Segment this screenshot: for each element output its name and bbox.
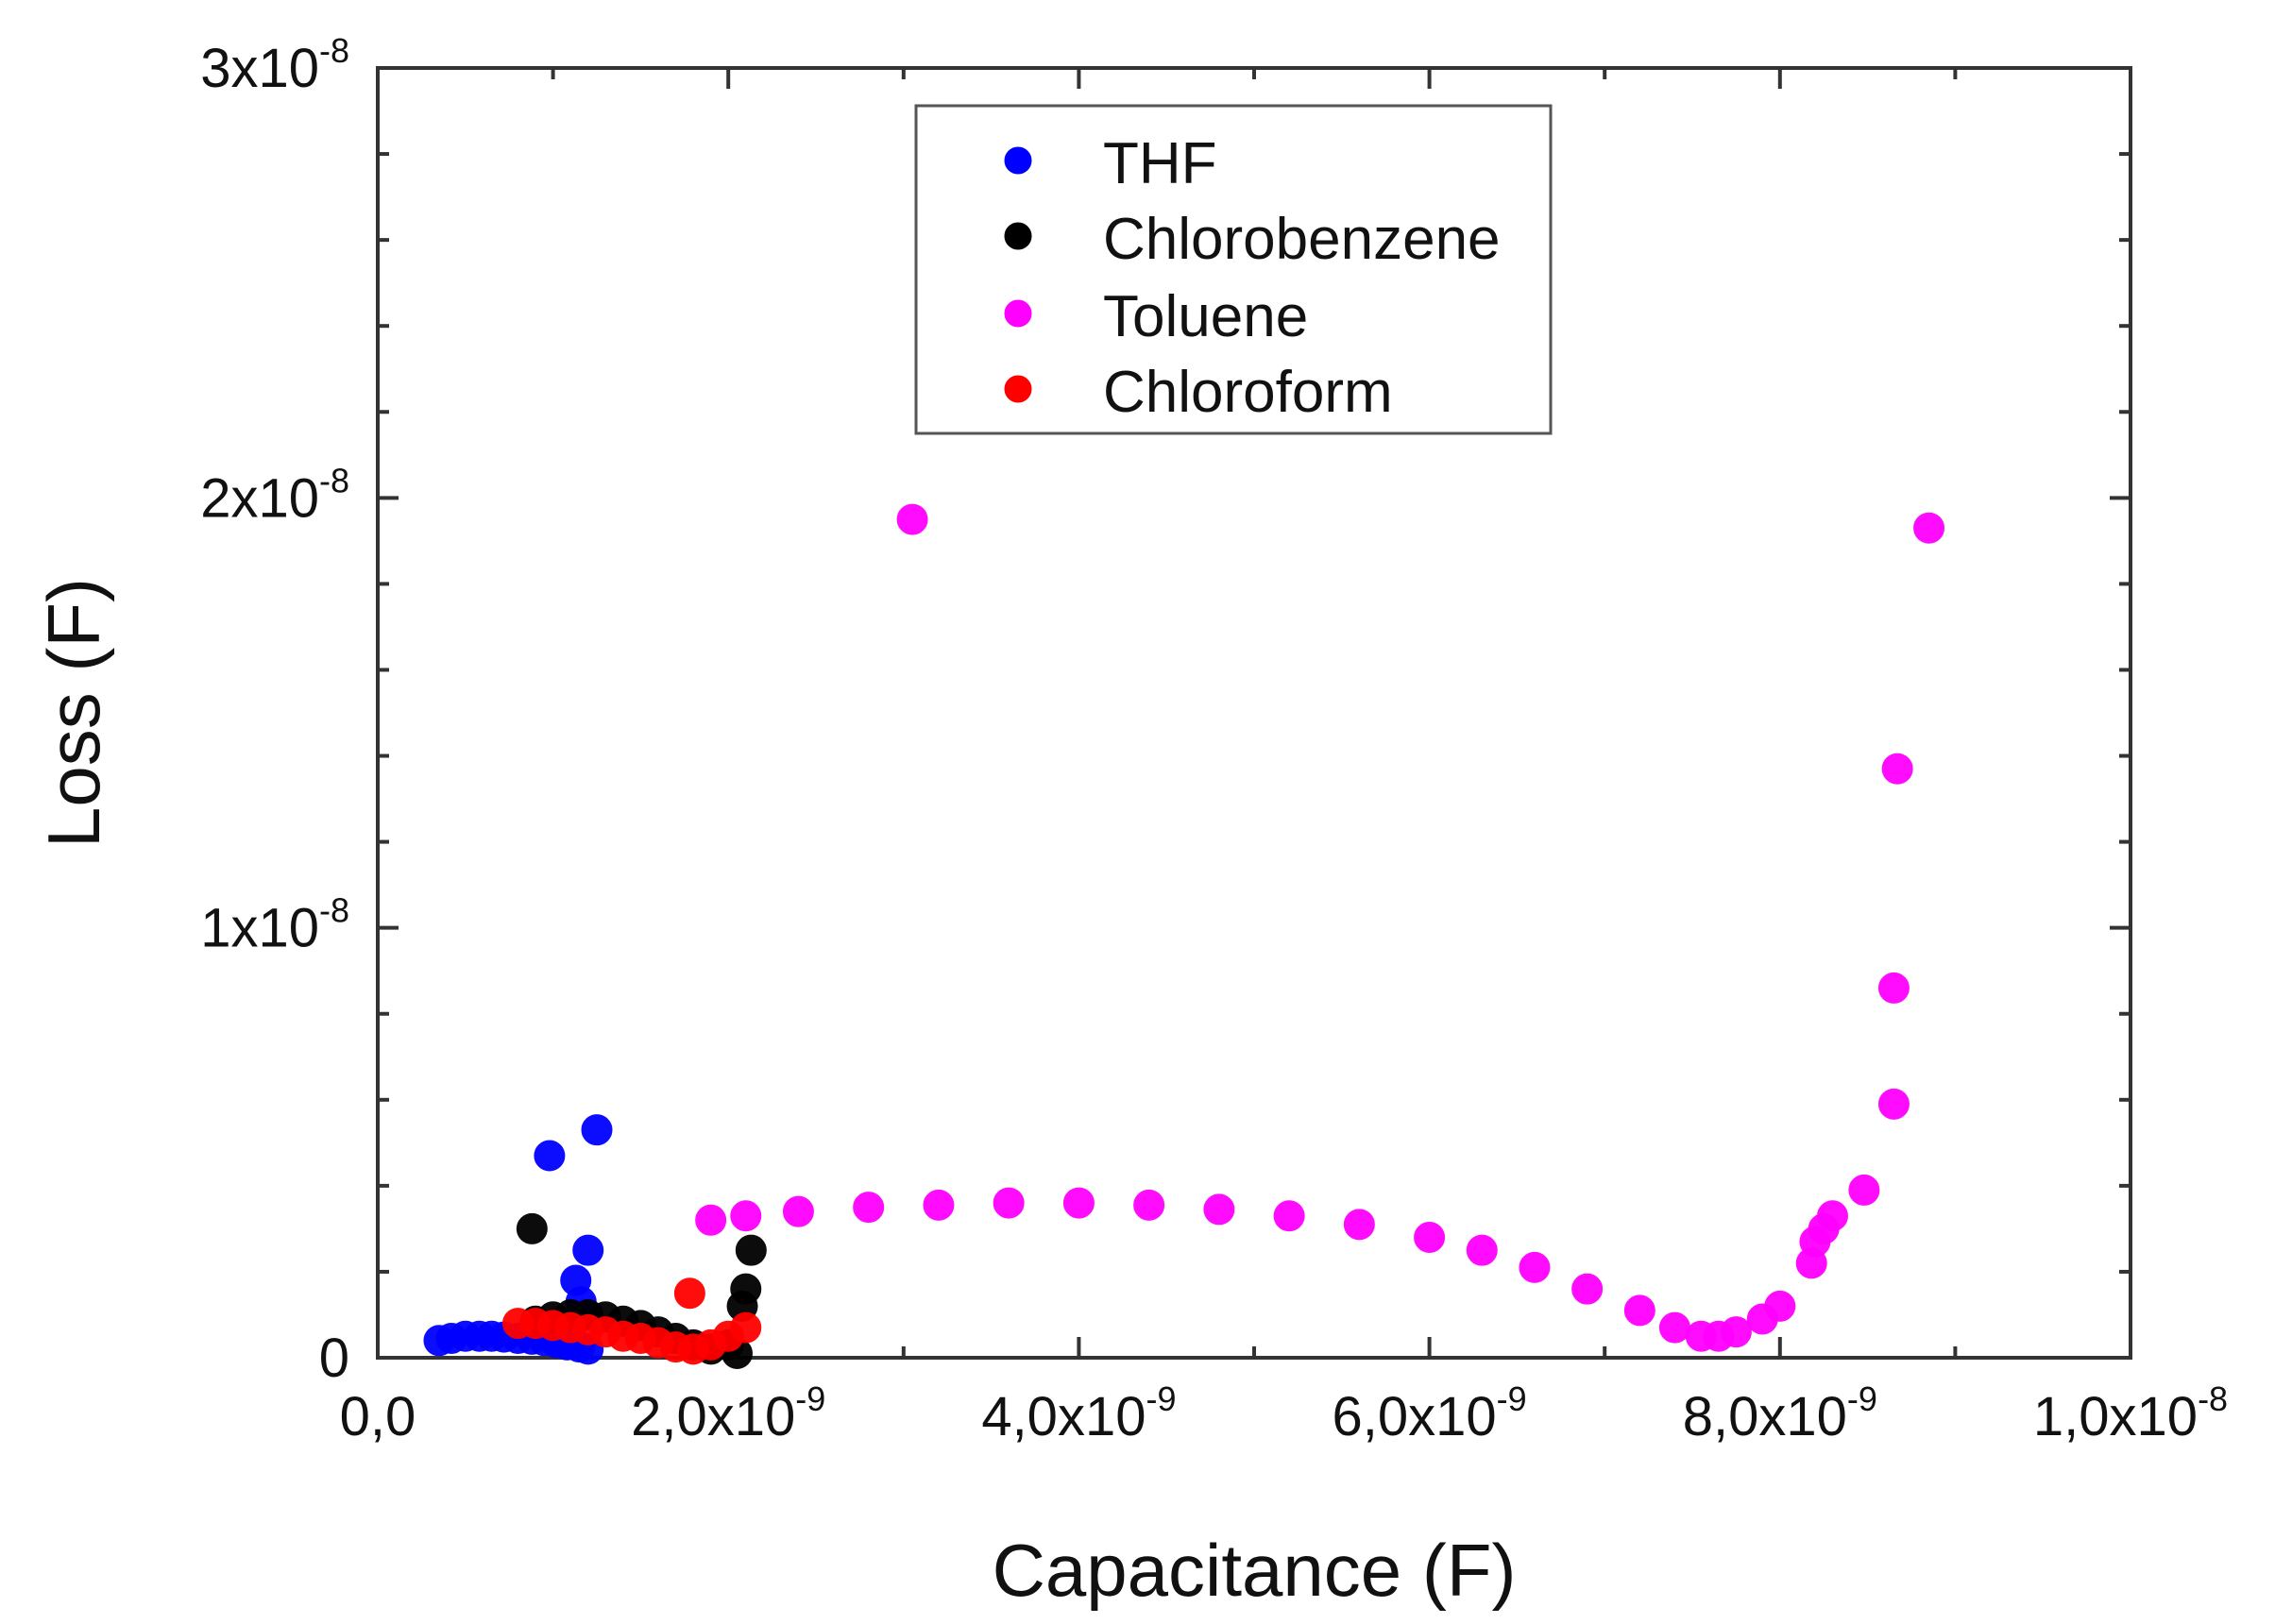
legend-marker-chlorobenzene (1004, 222, 1032, 250)
point-chlorobenzene (516, 1212, 548, 1244)
point-thf (581, 1114, 613, 1146)
legend-label-thf: THF (1103, 131, 1217, 196)
point-thf (534, 1140, 566, 1172)
legend-marker-thf (1004, 146, 1032, 175)
legend-label-chloroform: Chloroform (1103, 360, 1393, 425)
y-axis-title: Loss (F) (32, 578, 115, 848)
y-tick-label-mantissa: 2x10 (200, 467, 319, 529)
legend-label-toluene: Toluene (1103, 284, 1308, 349)
x-tick-label-exponent: -9 (1497, 1379, 1527, 1418)
point-toluene (1571, 1273, 1604, 1305)
point-chloroform (730, 1311, 762, 1344)
legend-label-chlorobenzene: Chlorobenzene (1103, 207, 1501, 272)
y-tick-label: 1x10-8 (200, 891, 349, 959)
x-tick-label-mantissa: 2,0x10 (631, 1386, 795, 1447)
point-toluene (1816, 1200, 1848, 1232)
x-tick-label-exponent: -8 (2198, 1379, 2228, 1418)
point-toluene (1519, 1251, 1551, 1283)
x-tick-label-mantissa: 0,0 (340, 1386, 416, 1447)
point-toluene (1658, 1311, 1690, 1344)
y-tick-label-exponent: -8 (319, 891, 349, 930)
point-toluene (1877, 972, 1910, 1004)
x-tick-label-exponent: -9 (795, 1379, 825, 1418)
x-tick-label: 2,0x10-9 (631, 1379, 825, 1447)
x-tick-label: 4,0x10-9 (981, 1379, 1176, 1447)
point-toluene (1414, 1222, 1446, 1254)
y-tick-label-mantissa: 3x10 (200, 38, 319, 99)
point-toluene (1881, 753, 1913, 785)
point-toluene (730, 1200, 762, 1232)
y-tick-label-mantissa: 0 (319, 1328, 349, 1389)
legend-marker-toluene (1004, 299, 1032, 328)
point-toluene (1273, 1200, 1305, 1232)
data-points (423, 503, 1945, 1369)
y-tick-label: 0 (319, 1328, 349, 1389)
point-toluene (1764, 1290, 1796, 1322)
point-toluene (1466, 1234, 1498, 1266)
point-toluene (993, 1187, 1025, 1219)
point-toluene (695, 1204, 727, 1236)
point-toluene (1877, 1088, 1910, 1120)
point-toluene (1623, 1294, 1655, 1327)
x-axis-title: Capacitance (F) (993, 1529, 1517, 1612)
point-toluene (1203, 1193, 1235, 1226)
x-tick-label: 6,0x10-9 (1333, 1379, 1527, 1447)
point-toluene (853, 1192, 885, 1224)
point-toluene (1133, 1189, 1165, 1221)
legend-marker-chloroform (1004, 375, 1032, 403)
x-tick-label: 8,0x10-9 (1683, 1379, 1877, 1447)
point-toluene (1913, 512, 1945, 544)
y-tick-label-mantissa: 1x10 (200, 898, 319, 959)
x-axis-ticks: 0,0 2,0x10-9 4,0x10-9 6,0x10-9 8,0x10-9 1,0x1… (340, 68, 2228, 1447)
point-thf (560, 1264, 592, 1296)
point-toluene (1062, 1187, 1095, 1219)
x-tick-label-exponent: -9 (1146, 1379, 1176, 1418)
point-toluene (1343, 1209, 1375, 1241)
y-tick-label-exponent: -8 (319, 31, 349, 70)
x-tick-label-mantissa: 8,0x10 (1683, 1386, 1847, 1447)
point-toluene (923, 1189, 955, 1221)
legend: THF Chlorobenzene Toluene Chloroform (914, 104, 1553, 435)
point-chlorobenzene (735, 1234, 767, 1266)
x-tick-label-mantissa: 1,0x10 (2033, 1386, 2198, 1447)
x-tick-label-exponent: -9 (1847, 1379, 1877, 1418)
y-tick-label: 3x10-8 (200, 31, 349, 99)
point-toluene (896, 503, 928, 535)
x-tick-label-mantissa: 4,0x10 (981, 1386, 1146, 1447)
point-toluene (782, 1195, 814, 1227)
point-toluene (1848, 1174, 1880, 1206)
point-chlorobenzene (730, 1273, 762, 1305)
y-tick-label-exponent: -8 (319, 461, 349, 499)
x-tick-label: 1,0x10-8 (2033, 1379, 2228, 1447)
y-tick-label: 2x10-8 (200, 461, 349, 529)
point-chloroform (673, 1277, 705, 1310)
x-tick-label: 0,0 (340, 1386, 416, 1447)
point-toluene (1720, 1316, 1752, 1348)
x-tick-label-mantissa: 6,0x10 (1333, 1386, 1497, 1447)
point-thf (572, 1234, 604, 1266)
